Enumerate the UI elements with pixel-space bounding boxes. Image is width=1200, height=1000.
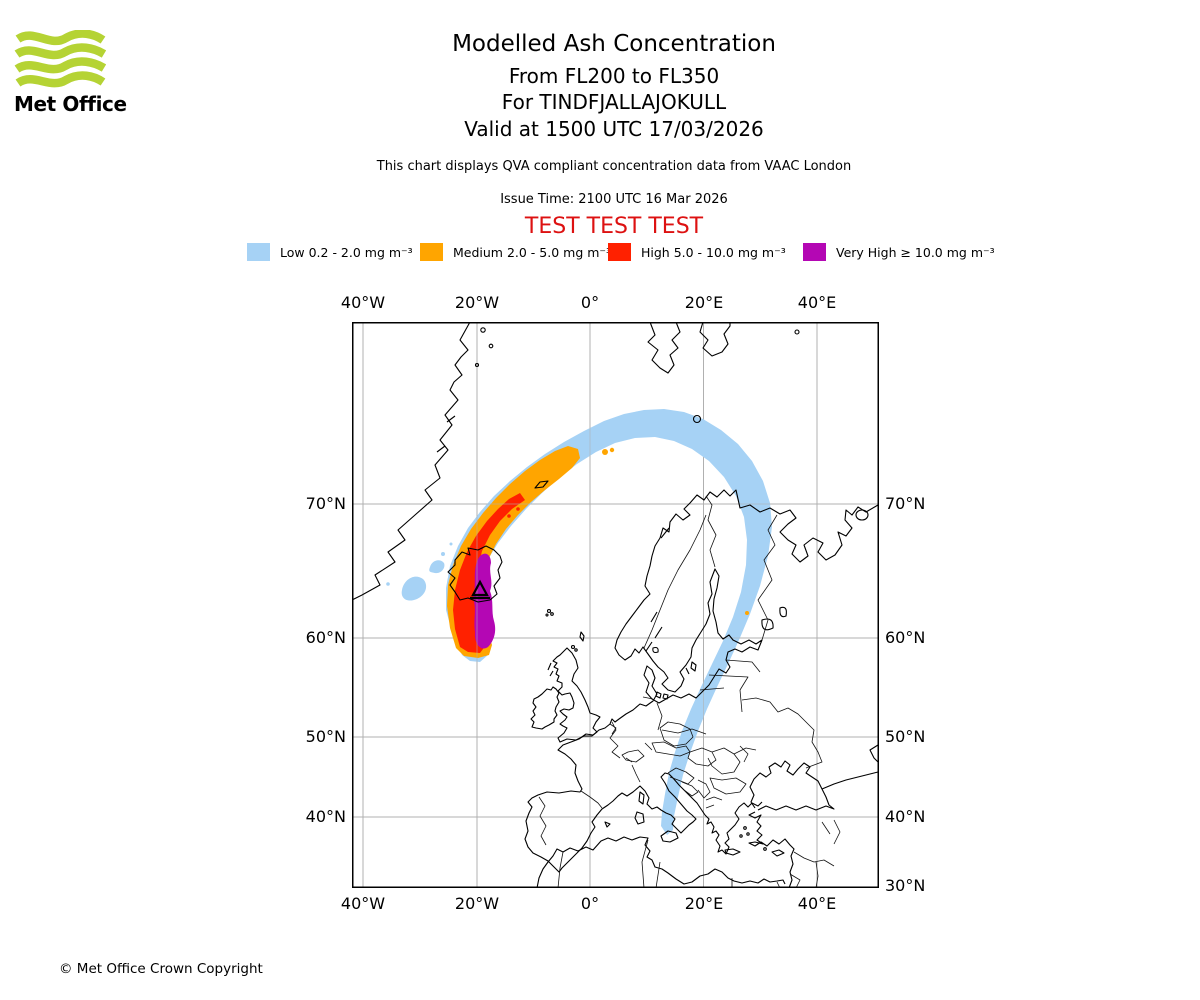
x-tick-top-20e: 20°E — [684, 293, 724, 312]
grid-lines — [352, 322, 879, 888]
grid-lines-overlay — [352, 422, 879, 742]
x-tick-bot-0: 0° — [580, 894, 600, 913]
y-tick-left-70n: 70°N — [305, 494, 346, 513]
legend-item-high — [608, 243, 631, 261]
y-tick-right-40n: 40°N — [885, 807, 926, 826]
legend-label-high: High 5.0 - 10.0 mg m⁻³ — [641, 245, 786, 260]
x-tick-top-20w: 20°W — [454, 293, 500, 312]
country-borders — [538, 495, 841, 888]
legend-item-medium — [420, 243, 443, 261]
map-panel — [352, 322, 879, 888]
y-tick-right-30n: 30°N — [885, 876, 926, 895]
x-tick-bot-40e: 40°E — [797, 894, 837, 913]
legend-swatch-medium — [420, 243, 443, 261]
legend-swatch-high — [608, 243, 631, 261]
volcano-marker-icon — [470, 579, 490, 600]
legend-item-low — [247, 243, 270, 261]
logo-wordmark: Met Office — [14, 92, 127, 116]
x-tick-bot-20w: 20°W — [454, 894, 500, 913]
x-tick-bot-40w: 40°W — [340, 894, 386, 913]
copyright-notice: © Met Office Crown Copyright — [59, 961, 263, 977]
chart-title: Modelled Ash Concentration — [452, 31, 776, 57]
coastlines — [352, 322, 879, 888]
x-tick-bot-20e: 20°E — [684, 894, 724, 913]
y-tick-left-60n: 60°N — [305, 628, 346, 647]
legend-swatch-low — [247, 243, 270, 261]
subtitle-valid-time: Valid at 1500 UTC 17/03/2026 — [464, 117, 764, 141]
y-tick-right-70n: 70°N — [885, 494, 926, 513]
test-banner: TEST TEST TEST — [524, 214, 704, 239]
logo-waves-icon — [14, 30, 106, 88]
legend-swatch-very-high — [803, 243, 826, 261]
map-frame — [352, 322, 879, 888]
x-tick-top-0: 0° — [580, 293, 600, 312]
legend-label-low: Low 0.2 - 2.0 mg m⁻³ — [280, 245, 413, 260]
issue-time: Issue Time: 2100 UTC 16 Mar 2026 — [500, 192, 728, 207]
subtitle-flight-levels: From FL200 to FL350 — [508, 64, 720, 88]
legend-item-very-high — [803, 243, 826, 261]
y-tick-right-60n: 60°N — [885, 628, 926, 647]
qva-description: This chart displays QVA compliant concen… — [376, 159, 852, 174]
ash-map — [352, 322, 879, 888]
plume-low-concentration — [386, 409, 772, 835]
x-tick-top-40w: 40°W — [340, 293, 386, 312]
y-tick-right-50n: 50°N — [885, 727, 926, 746]
x-tick-top-40e: 40°E — [797, 293, 837, 312]
y-tick-left-50n: 50°N — [305, 727, 346, 746]
met-office-logo: Met Office — [14, 30, 127, 116]
subtitle-volcano: For TINDFJALLAJOKULL — [501, 90, 727, 114]
legend-label-very-high: Very High ≥ 10.0 mg m⁻³ — [836, 245, 995, 260]
y-tick-left-40n: 40°N — [305, 807, 346, 826]
legend-label-medium: Medium 2.0 - 5.0 mg m⁻³ — [453, 245, 612, 260]
